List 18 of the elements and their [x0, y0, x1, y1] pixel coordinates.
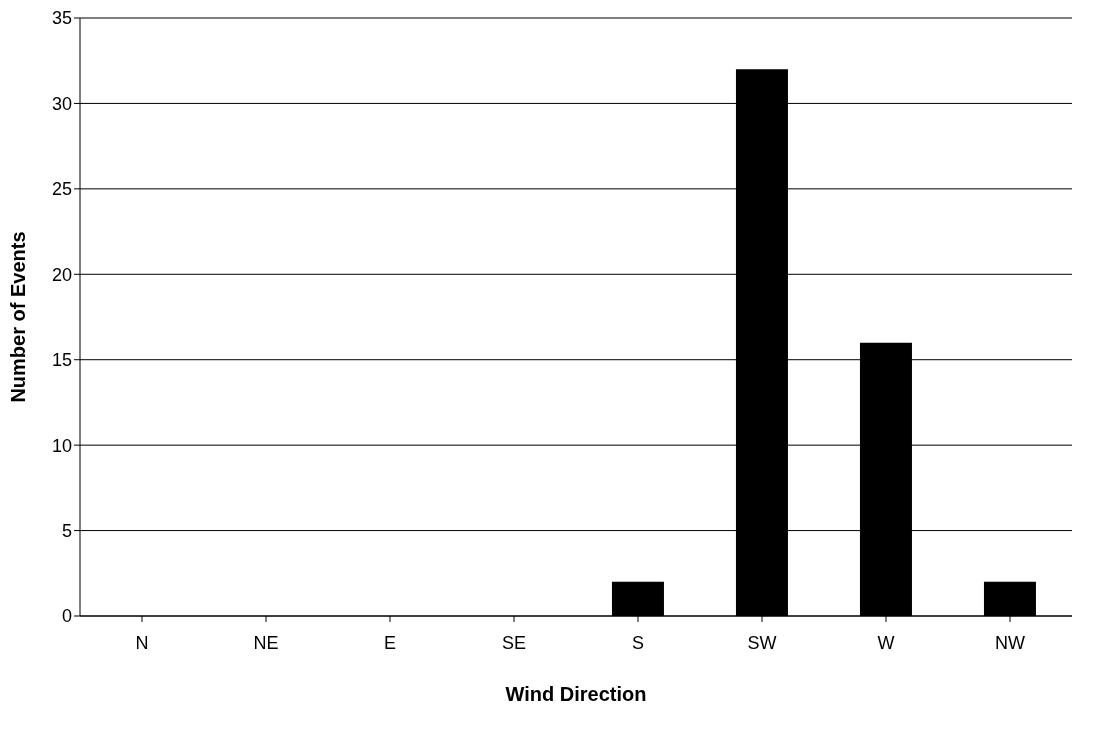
- x-tick-label: E: [383, 632, 397, 653]
- y-tick-label: 10: [51, 435, 72, 456]
- x-tick-label: S: [631, 632, 645, 653]
- x-tick-label: W: [877, 632, 895, 653]
- y-tick-label: 35: [51, 8, 72, 29]
- x-tick-label: NE: [253, 632, 279, 653]
- x-axis-title: Wind Direction: [505, 683, 647, 705]
- y-axis-title: Number of Events: [7, 231, 30, 403]
- x-tick-label: N: [135, 632, 149, 653]
- x-tick-label: NW: [995, 632, 1025, 653]
- y-tick-label: 5: [61, 520, 72, 541]
- y-tick-label: 30: [51, 93, 72, 114]
- y-tick-label: 25: [51, 179, 72, 200]
- x-tick-label: SW: [747, 632, 777, 653]
- x-tick-label: SE: [501, 632, 527, 653]
- y-tick-label: 0: [61, 606, 72, 627]
- y-tick-label: 15: [51, 350, 72, 371]
- y-tick-label: 20: [51, 264, 72, 285]
